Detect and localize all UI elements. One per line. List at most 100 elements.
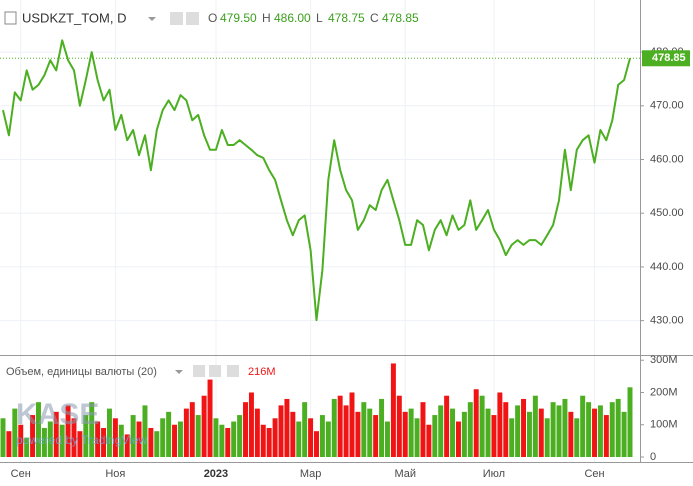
- volume-bar: [101, 427, 107, 457]
- volume-bar: [515, 405, 521, 457]
- watermark: KASE: [16, 398, 99, 431]
- volume-bar: [432, 415, 438, 457]
- ohlc-label: L: [316, 11, 323, 25]
- volume-bar: [580, 395, 586, 457]
- volume-tick-label: 200M: [650, 386, 678, 398]
- volume-bar: [521, 398, 527, 457]
- volume-bar: [331, 398, 337, 457]
- volume-bar: [278, 405, 284, 457]
- y-tick-label: 470.00: [650, 100, 684, 112]
- y-tick-label: 450.00: [650, 207, 684, 219]
- volume-bar: [225, 427, 231, 457]
- volume-bar: [420, 402, 426, 457]
- volume-bar: [136, 421, 142, 457]
- eye-icon[interactable]: [170, 12, 183, 25]
- watermark-sub: powered by TradingView: [16, 433, 148, 447]
- settings-icon[interactable]: [209, 365, 221, 377]
- plot: [0, 39, 640, 457]
- volume-bar: [538, 408, 544, 457]
- volume-bar: [621, 411, 627, 457]
- collapse-icon[interactable]: [4, 11, 17, 25]
- volume-bar: [272, 418, 278, 457]
- volume-bar: [473, 389, 479, 457]
- x-tick-label: Сен: [584, 468, 604, 480]
- volume-bar: [172, 424, 178, 457]
- volume-bar: [314, 431, 319, 457]
- volume-bar: [302, 402, 308, 457]
- volume-bar: [166, 411, 172, 457]
- volume-bar: [112, 418, 118, 457]
- volume-bar: [124, 434, 130, 457]
- volume-bar: [550, 402, 556, 457]
- volume-tick-label: 100M: [650, 419, 678, 431]
- volume-bar: [509, 418, 515, 457]
- volume-bar: [325, 421, 331, 457]
- volume-bar: [426, 424, 432, 457]
- volume-bar: [201, 395, 207, 457]
- volume-bar: [444, 395, 450, 457]
- volume-bar: [106, 408, 112, 457]
- volume-bar: [243, 402, 249, 457]
- volume-bar: [461, 411, 467, 457]
- volume-bar: [361, 402, 367, 457]
- volume-bar: [479, 395, 485, 457]
- volume-bar: [485, 408, 491, 457]
- volume-bar: [36, 402, 41, 457]
- volume-bar: [130, 415, 136, 457]
- volume-bar: [231, 421, 237, 457]
- volume-bar: [18, 424, 24, 457]
- volume-bar: [373, 415, 379, 457]
- volume-bar: [355, 411, 361, 457]
- symbol: USDKZT_TOM, D: [22, 10, 127, 25]
- volume-bar: [574, 418, 580, 457]
- volume-bar: [592, 408, 597, 457]
- x-tick-label: Июл: [483, 468, 505, 480]
- volume-bar: [586, 402, 592, 457]
- volume-bar: [390, 363, 396, 457]
- ohlc-label: H: [262, 11, 271, 25]
- x-tick-label: Ноя: [105, 468, 125, 480]
- ohlc: O 479.50 H 486.00 L 478.75 C 478.85: [208, 11, 419, 25]
- grid: [0, 0, 640, 462]
- volume-bar: [337, 395, 343, 457]
- y-tick-label: 460.00: [650, 153, 684, 165]
- volume-bar: [266, 427, 272, 457]
- volume-bar: [12, 408, 18, 457]
- volume-bar: [384, 421, 390, 457]
- volume-bar: [526, 411, 532, 457]
- volume-bar: [503, 402, 509, 457]
- volume-bar: [556, 405, 562, 457]
- dropdown-icon[interactable]: [175, 370, 183, 374]
- volume-bar: [59, 424, 65, 457]
- volume-bar: [491, 415, 497, 457]
- volume-bar: [562, 398, 568, 457]
- volume-bar: [189, 402, 195, 457]
- volume-bar: [53, 411, 59, 457]
- volume-bar: [65, 405, 71, 457]
- volume-bar: [160, 418, 166, 457]
- volume-bar: [609, 402, 615, 457]
- x-tick-label: Сен: [11, 468, 31, 480]
- volume-bar: [30, 415, 36, 457]
- volume-tick-label: 300M: [650, 354, 678, 366]
- volume-bar: [379, 398, 385, 457]
- volume-bar: [532, 395, 538, 457]
- volume-bar: [349, 392, 355, 457]
- volume-bar: [177, 421, 183, 457]
- volume-bar: [47, 421, 53, 457]
- volume-bar: [396, 395, 402, 457]
- volume-bar: [308, 418, 314, 457]
- volume-bar: [118, 424, 124, 457]
- dropdown-icon[interactable]: [148, 17, 156, 21]
- volume-bar: [343, 405, 349, 457]
- close-icon[interactable]: [227, 365, 239, 377]
- settings-icon[interactable]: [186, 12, 199, 25]
- ohlc-label: C: [370, 11, 379, 25]
- ohlc-value: 478.85: [382, 11, 419, 25]
- eye-icon[interactable]: [193, 365, 205, 377]
- volume-bar: [367, 408, 373, 457]
- volume-bar: [414, 418, 420, 457]
- volume-title: Объем, единицы валюты (20): [6, 366, 157, 378]
- volume-bar: [438, 405, 444, 457]
